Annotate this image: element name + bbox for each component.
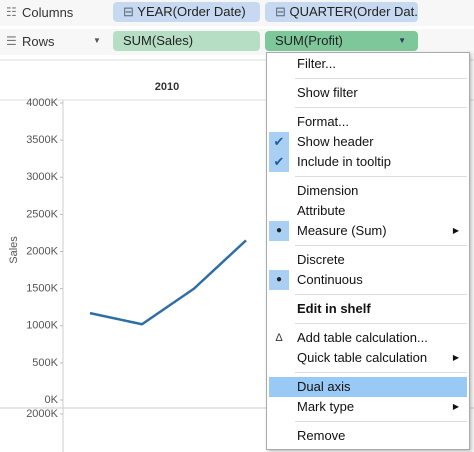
menu-separator [295,294,467,295]
menu-icon: Δ [275,332,283,344]
menu-item[interactable]: Attribute [267,201,469,221]
pill-label: SUM(Profit) [275,33,343,48]
menu-item[interactable]: ✔ Include in tooltip [267,152,469,172]
menu-icon [269,348,289,368]
submenu-arrow: ▶ [452,226,459,235]
context-menu: Filter... Show filter Format... ✔ Show heade… [266,52,470,450]
menu-label: Quick table calculation [297,350,428,365]
menu-label: Discrete [297,252,345,267]
menu-separator [295,421,467,422]
menu-icon [269,299,289,319]
submenu-arrow: ▶ [452,353,459,362]
menu-separator [295,372,467,373]
menu-label: Attribute [297,203,346,218]
menu-item[interactable]: Show filter [267,83,469,103]
pill[interactable]: SUM(Sales) [113,31,260,51]
y-tick-label: 4000K [26,97,58,109]
menu-label: Include in tooltip [297,154,391,169]
menu-separator [295,176,467,177]
menu-icon [269,54,289,74]
menu-item[interactable]: Quick table calculation ▶ [267,348,469,368]
menu-label: Mark type [297,399,355,414]
menu-label: Dimension [297,183,359,198]
menu-icon: ✔ [269,132,289,152]
menu-separator [295,323,467,324]
pill[interactable]: ⊟ YEAR(Order Date) [113,2,260,22]
column-header: 2010 [155,81,179,93]
rows-shelf: ☰ Rows ▼ SUM(Sales) SUM(Profit) ▼ [0,29,474,55]
menu-item[interactable]: ● Measure (Sum) ▶ [267,221,469,241]
menu-icon [269,181,289,201]
menu-label: Remove [297,428,346,443]
menu-icon [269,397,289,417]
menu-label: Filter... [297,56,337,71]
menu-item[interactable]: Format... [267,112,469,132]
menu-icon [269,83,289,103]
menu-item[interactable]: Dual axis [269,377,467,397]
y-tick-label: 2000K [26,245,58,257]
pill-label: YEAR(Order Date) [137,4,246,19]
y-axis-title: Sales [8,236,20,264]
shelf-label: Columns [22,5,74,20]
y-tick-label: 2500K [26,208,58,220]
pill[interactable]: ⊟ QUARTER(Order Dat.. [265,2,418,22]
menu-icon [269,201,289,221]
pill-label: QUARTER(Order Dat.. [289,4,418,19]
menu-label: Continuous [297,272,363,287]
columns-shelf: ☷ Columns ⊟ YEAR(Order Date) ⊟ QUARTER(O… [0,0,474,26]
y-tick-label: 1000K [26,320,58,332]
y-tick-label: 1500K [26,283,58,295]
menu-item[interactable]: Δ Add table calculation... [267,328,469,348]
menu-item[interactable]: Discrete [267,250,469,270]
y-tick-label: 500K [32,357,58,369]
menu-icon [269,250,289,270]
menu-label: Format... [297,114,350,129]
menu-label: Show header [297,134,374,149]
menu-icon: ✔ [269,152,289,172]
menu-item[interactable]: ● Continuous [267,270,469,290]
pill-label: SUM(Sales) [123,33,194,48]
menu-separator [295,107,467,108]
menu-item[interactable]: Filter... [267,54,469,74]
menu-icon [271,377,291,397]
y-tick-label: 3000K [26,171,58,183]
submenu-arrow: ▶ [452,402,459,411]
menu-item[interactable]: ✔ Show header [267,132,469,152]
menu-label: Show filter [297,85,358,100]
menu-separator [295,78,467,79]
y-tick-label: 0K [45,394,59,406]
shelf-label: Rows [22,34,55,49]
menu-icon: ● [269,221,289,241]
menu-item[interactable]: Mark type ▶ [267,397,469,417]
data-line [89,239,247,326]
menu-item[interactable]: Remove [267,426,469,446]
menu-icon [269,426,289,446]
menu-icon [269,112,289,132]
y2-tick-label: 2000K [26,408,58,420]
y-tick-label: 3500K [26,134,58,146]
menu-item[interactable]: Dimension [267,181,469,201]
menu-label: Edit in shelf [297,301,371,316]
menu-icon: ● [269,270,289,290]
menu-separator [295,245,467,246]
menu-label: Add table calculation... [297,330,428,345]
menu-item[interactable]: Edit in shelf [267,299,469,319]
pill[interactable]: SUM(Profit) ▼ [265,31,418,51]
menu-label: Dual axis [297,379,351,394]
menu-label: Measure (Sum) [297,223,387,238]
